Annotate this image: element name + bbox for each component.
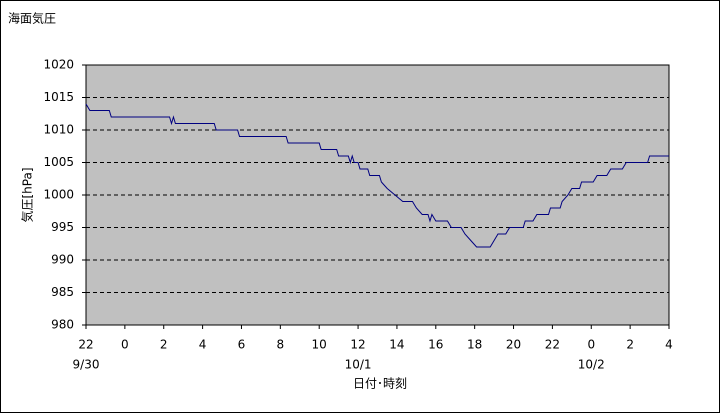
y-tick-label: 980 (51, 318, 74, 332)
chart-title: 海面気圧 (8, 11, 56, 26)
x-tick-label: 6 (238, 338, 246, 352)
y-axis-label: 気圧[hPa] (20, 167, 35, 222)
x-axis-label: 日付･時刻 (353, 377, 407, 391)
date-label: 10/1 (345, 358, 372, 372)
x-tick-label: 0 (121, 338, 129, 352)
x-tick-label: 20 (506, 338, 521, 352)
x-tick-label: 16 (428, 338, 443, 352)
x-tick-label: 4 (665, 338, 673, 352)
x-tick-label: 2 (626, 338, 634, 352)
x-tick-label: 18 (467, 338, 482, 352)
y-tick-label: 1010 (43, 123, 74, 137)
line-series (85, 103, 669, 248)
y-tick-label: 990 (51, 253, 74, 267)
y-tick-label: 1020 (43, 58, 74, 72)
x-tick-label: 4 (199, 338, 207, 352)
y-tick-label: 1015 (43, 90, 74, 104)
x-tick-label: 22 (545, 338, 560, 352)
y-tick-label: 1005 (43, 155, 74, 169)
x-tick-label: 22 (78, 338, 93, 352)
x-tick-label: 14 (389, 338, 404, 352)
x-tick-label: 12 (350, 338, 365, 352)
date-label: 9/30 (73, 358, 100, 372)
x-tick-label: 0 (587, 338, 595, 352)
x-tick-label: 2 (160, 338, 168, 352)
x-tick-label: 8 (277, 338, 285, 352)
date-label: 10/2 (578, 358, 605, 372)
y-tick-label: 985 (51, 285, 74, 299)
y-tick-label: 995 (51, 220, 74, 234)
y-tick-label: 1000 (43, 188, 74, 202)
x-tick-label: 10 (312, 338, 327, 352)
